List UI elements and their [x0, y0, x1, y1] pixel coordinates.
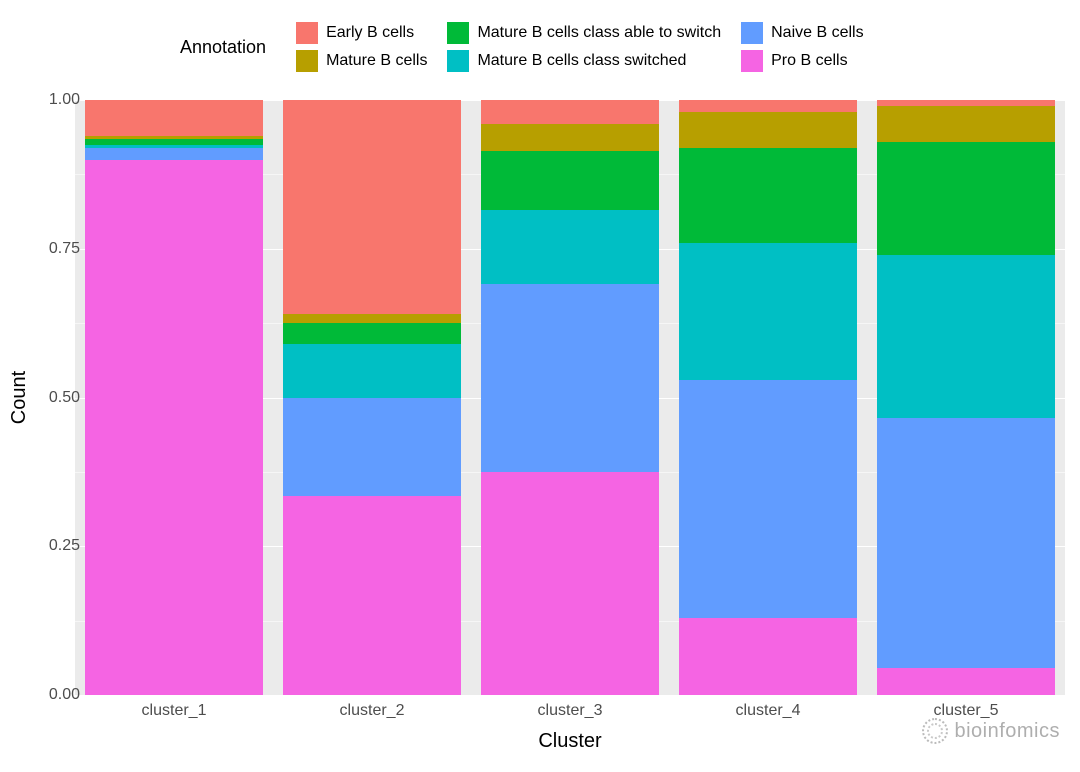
- bar-segment: [85, 160, 263, 696]
- legend-label: Mature B cells class able to switch: [477, 24, 721, 42]
- legend-swatch: [296, 50, 318, 72]
- bar-segment: [481, 284, 659, 471]
- bar-segment: [679, 100, 857, 112]
- bar-segment: [877, 668, 1055, 695]
- plot-panel: [75, 100, 1065, 695]
- x-tick-label: cluster_2: [340, 702, 405, 720]
- y-tick-label: 0.00: [20, 686, 80, 704]
- legend-swatch: [447, 50, 469, 72]
- bar-cluster_2: [283, 100, 461, 695]
- x-tick-label: cluster_5: [934, 702, 999, 720]
- bar-segment: [679, 112, 857, 148]
- legend-item: Early B cells: [296, 22, 427, 44]
- x-tick-label: cluster_4: [736, 702, 801, 720]
- bar-segment: [283, 344, 461, 398]
- legend-item: Mature B cells class switched: [447, 50, 721, 72]
- bar-segment: [283, 323, 461, 344]
- legend-label: Pro B cells: [771, 52, 847, 70]
- bar-segment: [877, 142, 1055, 255]
- bar-segment: [679, 380, 857, 618]
- legend-label: Early B cells: [326, 24, 414, 42]
- bar-segment: [283, 314, 461, 323]
- x-tick-label: cluster_3: [538, 702, 603, 720]
- bar-cluster_3: [481, 100, 659, 695]
- legend-swatch: [741, 22, 763, 44]
- legend-item: Mature B cells class able to switch: [447, 22, 721, 44]
- legend-title: Annotation: [180, 37, 266, 58]
- legend-swatch: [741, 50, 763, 72]
- legend-item: Pro B cells: [741, 50, 863, 72]
- bar-segment: [283, 496, 461, 695]
- y-tick-label: 0.75: [20, 240, 80, 258]
- bar-segment: [283, 398, 461, 496]
- chart-container: Annotation Early B cells Mature B cells …: [0, 0, 1080, 772]
- y-tick-label: 1.00: [20, 91, 80, 109]
- y-tick-label: 0.25: [20, 537, 80, 555]
- x-axis-title: Cluster: [75, 730, 1065, 753]
- bar-segment: [481, 472, 659, 695]
- watermark-text: bioinfomics: [954, 720, 1060, 743]
- bar-segment: [679, 618, 857, 695]
- bar-segment: [679, 148, 857, 243]
- legend-item: Mature B cells: [296, 50, 427, 72]
- bar-segment: [283, 100, 461, 314]
- bar-segment: [481, 151, 659, 211]
- y-tick-label: 0.50: [20, 389, 80, 407]
- bar-segment: [481, 100, 659, 124]
- legend-swatch: [296, 22, 318, 44]
- legend-item: Naive B cells: [741, 22, 863, 44]
- bar-segment: [481, 124, 659, 151]
- legend-swatch: [447, 22, 469, 44]
- bar-segment: [679, 243, 857, 380]
- legend-label: Mature B cells class switched: [477, 52, 686, 70]
- watermark: bioinfomics: [922, 718, 1060, 744]
- bar-cluster_5: [877, 100, 1055, 695]
- bar-segment: [877, 106, 1055, 142]
- bar-segment: [481, 210, 659, 284]
- bar-segment: [85, 100, 263, 136]
- gridline-horizontal: [75, 695, 1065, 696]
- bar-cluster_1: [85, 100, 263, 695]
- x-tick-label: cluster_1: [142, 702, 207, 720]
- bar-segment: [85, 148, 263, 160]
- legend-label: Naive B cells: [771, 24, 863, 42]
- bar-segment: [877, 418, 1055, 668]
- legend-label: Mature B cells: [326, 52, 427, 70]
- legend: Annotation Early B cells Mature B cells …: [180, 12, 1040, 82]
- wechat-icon: [922, 718, 948, 744]
- bar-cluster_4: [679, 100, 857, 695]
- bar-segment: [877, 255, 1055, 419]
- legend-grid: Early B cells Mature B cells class able …: [296, 22, 864, 72]
